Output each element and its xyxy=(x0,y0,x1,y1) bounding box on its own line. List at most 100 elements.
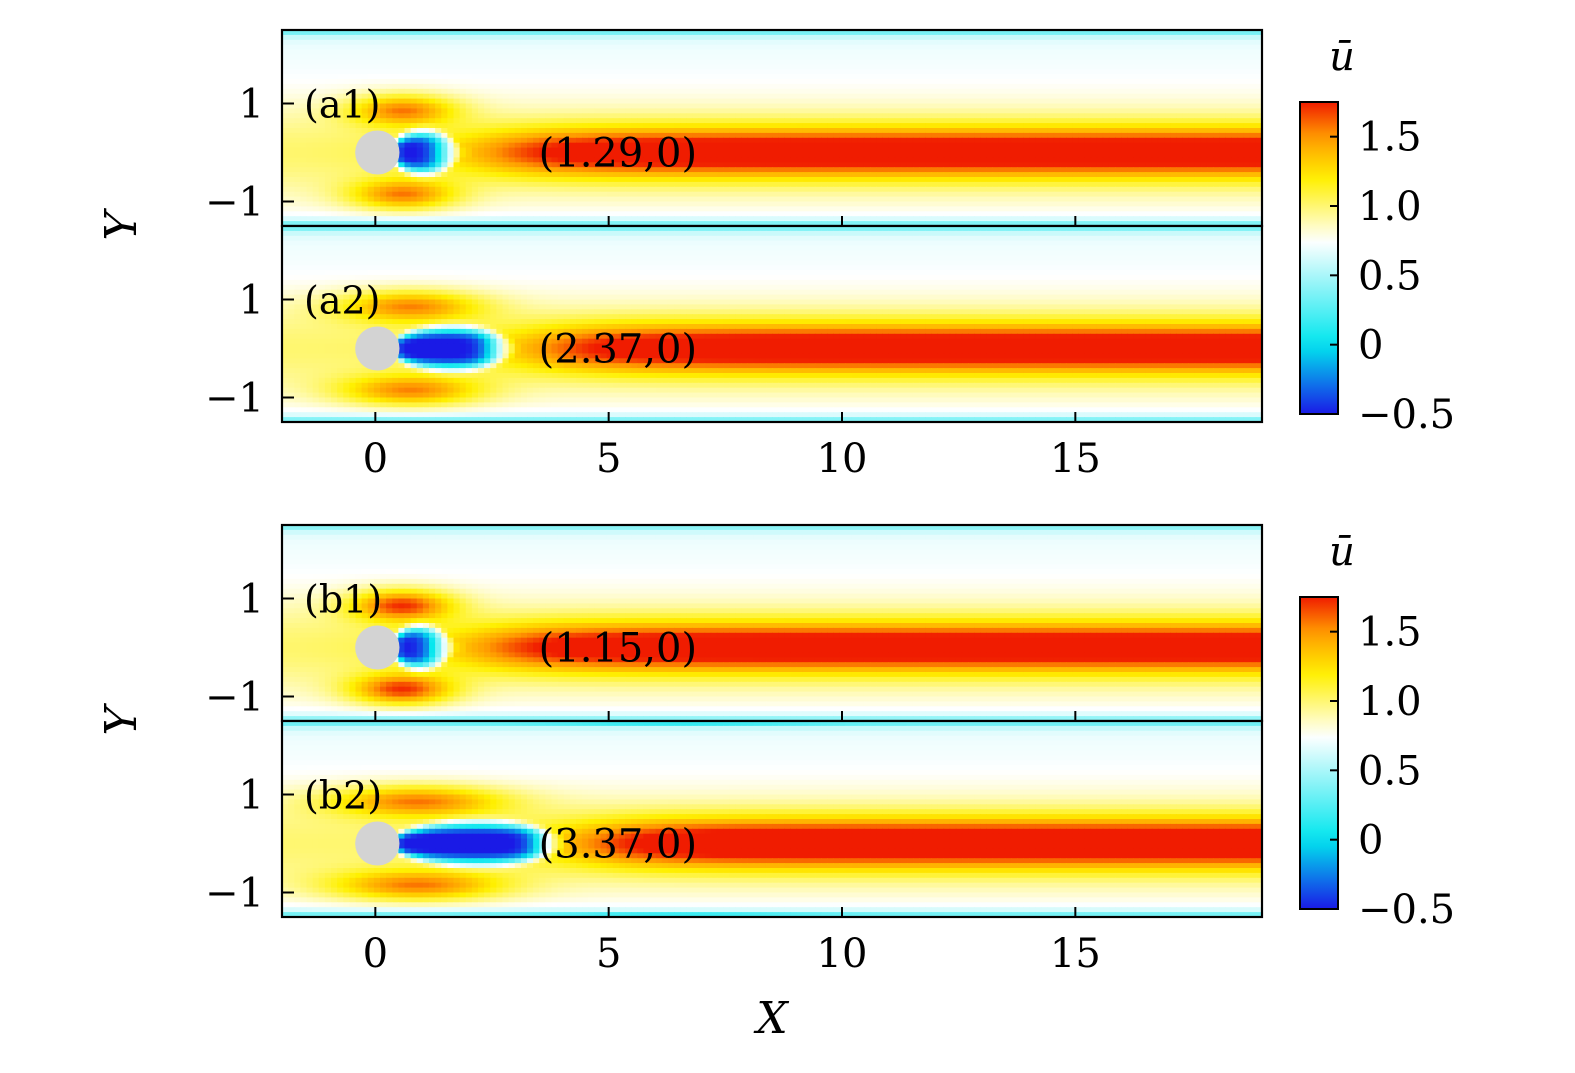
heatmap-cell xyxy=(1066,30,1073,36)
heatmap-cell xyxy=(398,167,406,173)
heatmap-cell xyxy=(1249,142,1257,149)
heatmap-cell xyxy=(551,49,559,56)
heatmap-cell xyxy=(545,83,553,90)
heatmap-cell xyxy=(1164,44,1171,51)
heatmap-cell xyxy=(582,69,589,75)
heatmap-cell xyxy=(429,59,436,65)
heatmap-cell xyxy=(447,172,455,178)
heatmap-cell xyxy=(618,108,626,114)
heatmap-cell xyxy=(1066,162,1073,168)
heatmap-cell xyxy=(1127,44,1134,51)
heatmap-cell xyxy=(692,113,700,119)
heatmap-cell xyxy=(1023,69,1030,75)
heatmap-cell xyxy=(1127,162,1134,168)
heatmap-cell xyxy=(1041,69,1049,75)
heatmap-cell xyxy=(839,142,847,149)
heatmap-cell xyxy=(747,108,755,114)
heatmap-cell xyxy=(876,147,883,154)
heatmap-cell xyxy=(857,132,865,139)
heatmap-cell xyxy=(1139,69,1147,75)
heatmap-cell xyxy=(1145,30,1153,36)
heatmap-cell xyxy=(937,54,945,60)
heatmap-cell xyxy=(661,93,669,100)
heatmap-cell xyxy=(557,113,565,119)
heatmap-cell xyxy=(514,147,522,154)
heatmap-cell xyxy=(778,137,785,144)
heatmap-cell xyxy=(827,34,834,41)
heatmap-cell xyxy=(637,79,644,85)
heatmap-cell xyxy=(300,59,308,65)
heatmap-cell xyxy=(520,118,528,124)
heatmap-cell xyxy=(410,118,418,124)
heatmap-cell xyxy=(282,69,289,75)
heatmap-cell xyxy=(870,147,877,154)
heatmap-cell xyxy=(459,74,467,80)
heatmap-cell xyxy=(1035,30,1043,36)
heatmap-cell xyxy=(686,157,693,163)
heatmap-cell xyxy=(1004,162,1012,168)
heatmap-cell xyxy=(692,167,700,173)
heatmap-cell xyxy=(404,177,412,183)
heatmap-cell xyxy=(686,172,693,178)
heatmap-cell xyxy=(588,98,595,105)
heatmap-cell xyxy=(1115,88,1122,95)
heatmap-cell xyxy=(612,88,620,95)
heatmap-cell xyxy=(1035,142,1043,149)
heatmap-cell xyxy=(943,137,951,144)
heatmap-cell xyxy=(1072,167,1079,173)
heatmap-cell xyxy=(931,167,938,173)
heatmap-cell xyxy=(674,44,681,51)
heatmap-cell xyxy=(612,147,620,154)
heatmap-cell xyxy=(533,172,540,178)
heatmap-cell xyxy=(1084,98,1092,105)
heatmap-cell xyxy=(386,69,393,75)
heatmap-cell xyxy=(931,64,938,70)
heatmap-cell xyxy=(1053,74,1061,80)
heatmap-cell xyxy=(1004,30,1012,36)
heatmap-cell xyxy=(882,49,889,56)
heatmap-cell xyxy=(949,88,957,95)
heatmap-cell xyxy=(576,103,583,109)
heatmap-cell xyxy=(557,162,565,168)
heatmap-cell xyxy=(698,88,706,95)
heatmap-cell xyxy=(520,59,528,65)
heatmap-cell xyxy=(1243,142,1251,149)
heatmap-cell xyxy=(814,152,822,158)
heatmap-cell xyxy=(649,34,657,41)
heatmap-cell xyxy=(569,147,577,154)
heatmap-cell xyxy=(349,147,357,154)
heatmap-cell xyxy=(839,103,847,109)
heatmap-cell xyxy=(827,30,834,36)
heatmap-cell xyxy=(992,30,1000,36)
heatmap-cell xyxy=(1096,93,1104,100)
heatmap-cell xyxy=(551,118,559,124)
heatmap-cell xyxy=(1213,147,1220,154)
heatmap-cell xyxy=(1206,162,1214,168)
heatmap-cell xyxy=(459,98,467,105)
heatmap-cell xyxy=(1200,162,1208,168)
heatmap-cell xyxy=(1157,79,1165,85)
heatmap-cell xyxy=(300,132,308,139)
heatmap-cell xyxy=(637,83,644,90)
heatmap-cell xyxy=(1096,162,1104,168)
heatmap-cell xyxy=(355,113,363,119)
heatmap-cell xyxy=(753,30,761,36)
heatmap-cell xyxy=(1102,64,1110,70)
heatmap-cell xyxy=(294,64,301,70)
heatmap-cell xyxy=(1090,44,1098,51)
heatmap-cell xyxy=(1213,34,1220,41)
heatmap-cell xyxy=(533,167,540,173)
heatmap-cell xyxy=(631,137,638,144)
heatmap-cell xyxy=(1164,30,1171,36)
heatmap-cell xyxy=(833,118,840,124)
heatmap-cell xyxy=(729,54,736,60)
heatmap-cell xyxy=(980,39,987,46)
heatmap-cell xyxy=(790,137,798,144)
heatmap-cell xyxy=(649,54,657,60)
heatmap-cell xyxy=(827,152,834,158)
heatmap-cell xyxy=(1145,162,1153,168)
heatmap-cell xyxy=(814,30,822,36)
heatmap-cell xyxy=(1096,34,1104,41)
heatmap-cell xyxy=(919,30,926,36)
heatmap-cell xyxy=(1139,74,1147,80)
